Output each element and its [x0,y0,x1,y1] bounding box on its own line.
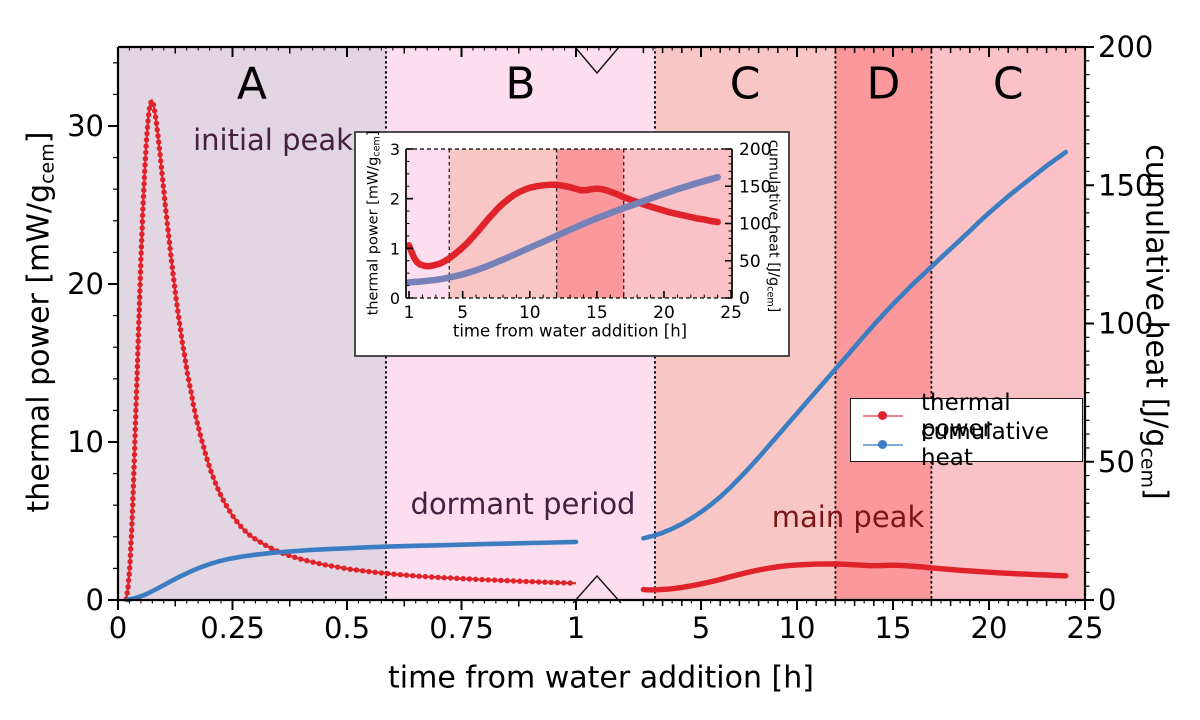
tick-label: 5 [457,303,468,323]
tick-label: 0 [1098,583,1116,617]
inset-stage-region [406,149,450,298]
inset-left-axis-title: thermal power [mW/gcem] [365,130,383,316]
tick-label: 30 [67,109,104,143]
tick-label: 20 [971,611,1008,645]
cumulative-heat-curve-early [124,539,579,603]
inset-thermal-power-curve [405,181,721,270]
axes [108,45,1094,610]
cumulative-heat-curve-late [641,149,1069,541]
tick-label: 3 [390,140,400,159]
tick-label: 0.5 [324,611,370,645]
annotation-dormant-period: dormant period [410,487,636,521]
tick-label: 10 [779,611,816,645]
tick-label: 150 [1098,168,1153,202]
x-axis-title: time from water addition [h] [388,660,814,696]
tick-label: 200 [1098,30,1153,64]
region-label-a: A [236,58,268,110]
region-label-b: B [505,58,536,110]
region-label-d: D [866,58,901,110]
tick-label: 25 [720,303,742,323]
tick-label: 0.25 [200,611,265,645]
tick-label: 2 [390,190,400,209]
tick-label: 10 [67,425,104,459]
region-label-c: C [992,58,1024,110]
legend: thermal power cumulative heat [850,390,1083,471]
tick-label: 50 [1098,445,1135,479]
inset-cumulative-heat-curve-top [607,174,721,217]
tick-label: 200 [739,140,771,160]
tick-label: 15 [875,611,912,645]
annotation-main-peak: main peak [771,500,925,534]
stage-region [835,47,932,600]
tick-label: 1 [567,611,585,645]
tick-label: 0 [739,289,750,309]
curves [123,98,1069,603]
region-label-c: C [729,58,761,110]
tick-label: 0.75 [429,611,494,645]
legend-item-thermal-power: thermal power [851,390,1082,442]
tick-label: 0 [86,583,104,617]
tick-label: 0 [390,289,400,308]
axis-break-icon [572,574,622,604]
tick-label: 20 [67,267,104,301]
annotation-initial-peak: initial peak [193,123,353,157]
legend-label: thermal power [921,389,1011,442]
tick-label: 1 [404,303,415,323]
axis-break-icon [574,46,620,75]
tick-label: 15 [586,303,608,323]
legend-item-cumulative-heat: cumulative heat [851,419,1082,471]
cumulative-heat-marker-icon [861,431,905,458]
tick-label: 5 [692,611,710,645]
thermal-power-curve-late [640,561,1069,593]
tick-label: 25 [1067,611,1104,645]
inset-x-axis-title: time from water addition [h] [452,321,688,341]
tick-label: 100 [1098,307,1153,341]
tick-label: 1 [390,239,400,258]
right-axis-title: cumulative heat [J/gcem] [1136,144,1174,500]
tick-labels: 0 0.25 0.5 0.75 1 5 10 15 20 25010203005010015020… [67,30,1153,645]
tick-label: 10 [519,303,541,323]
inset-right-axis-title: cumulative heat [J/gcem] [764,139,782,313]
tick-label: 50 [739,252,761,272]
axis-break-markers [572,46,622,604]
tick-label: 0 [109,611,127,645]
left-axis-title: thermal power [mW/gcem] [21,131,59,513]
stage-region [931,47,1085,600]
tick-label: 150 [739,177,771,197]
tick-label: 100 [739,215,771,235]
legend-label: cumulative heat [921,418,1049,471]
thermal-power-marker-icon [861,402,905,429]
tick-label: 20 [653,303,675,323]
stage-region [118,47,386,600]
